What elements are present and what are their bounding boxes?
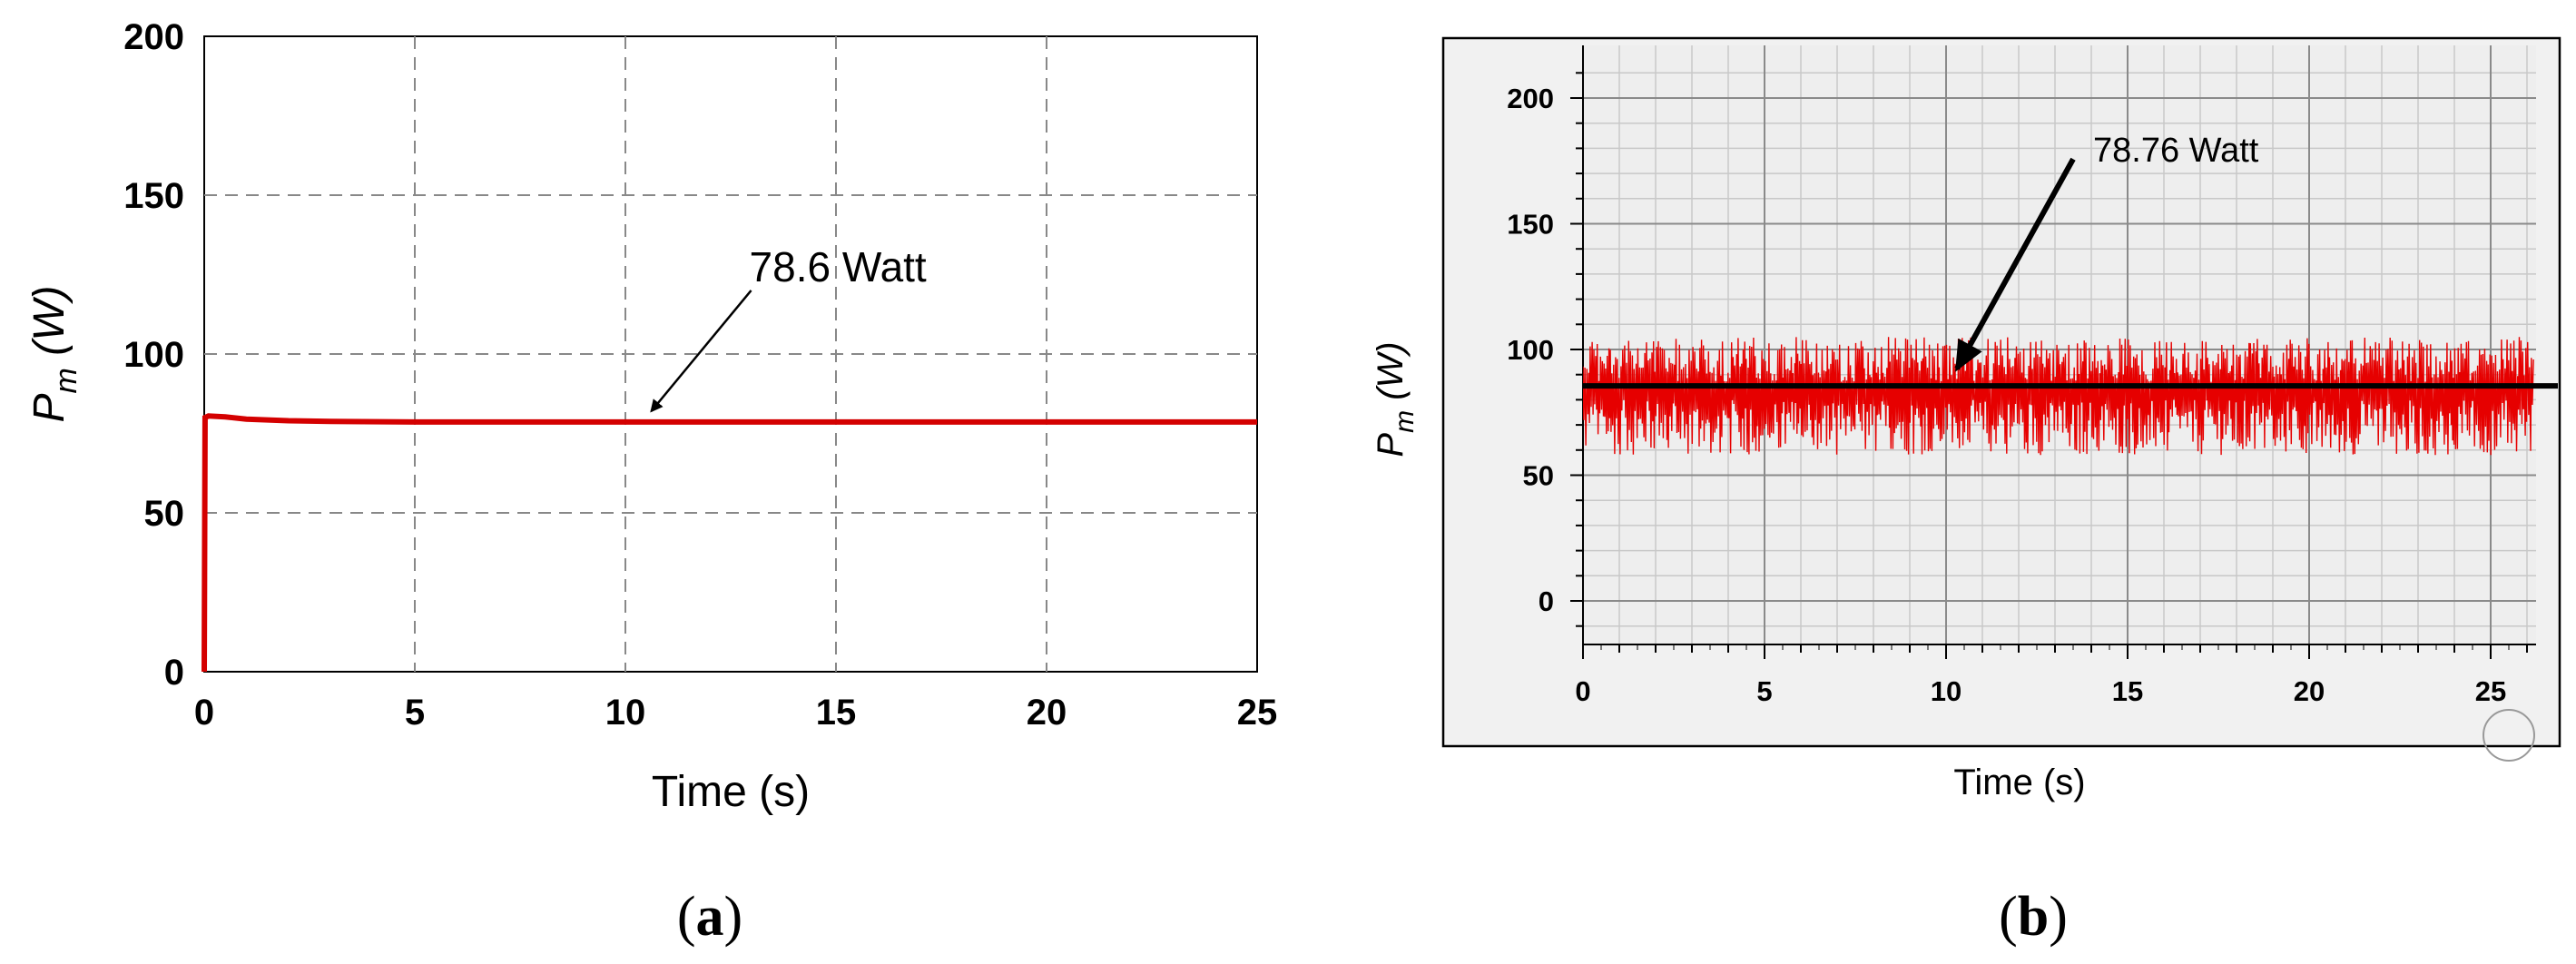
y-tick-label: 150 <box>123 176 184 216</box>
series-line <box>202 413 1257 673</box>
chart-a: 0 5 10 15 20 25 0 50 100 150 200 78.6 Watt Time (s… <box>25 17 1277 948</box>
x-tick-label: 20 <box>1027 693 1067 733</box>
chart-b: 0 5 10 15 20 25 0 50 100 150 200 78.76 Watt Time (… <box>1371 36 2561 948</box>
grid-a <box>204 36 1257 672</box>
y-tick-label: 100 <box>123 335 184 375</box>
annotation-arrow-a <box>650 290 752 413</box>
x-tick-label: 0 <box>1575 675 1590 707</box>
y-tick-label: 0 <box>164 653 184 693</box>
series-noise-line <box>1583 337 2534 456</box>
y-tick-label: 150 <box>1507 209 1554 241</box>
x-tick-label: 15 <box>2112 675 2143 707</box>
y-tick-label: 100 <box>1507 334 1554 366</box>
x-tick-label: 25 <box>1237 693 1278 733</box>
panel-label-a: (a) <box>677 886 742 948</box>
series-b <box>1583 337 2534 456</box>
series-a <box>202 413 1257 673</box>
x-tick-label: 20 <box>2294 675 2325 707</box>
x-tick-label: 5 <box>405 693 425 733</box>
y-tick-label: 0 <box>1539 585 1554 617</box>
x-tick-label: 10 <box>605 693 646 733</box>
x-tick-label: 0 <box>194 693 214 733</box>
x-axis-label-a: Time (s) <box>652 768 810 816</box>
y-tick-label: 50 <box>1523 460 1554 492</box>
x-tick-label: 5 <box>1756 675 1772 707</box>
x-tick-label: 10 <box>1931 675 1961 707</box>
panel-label-b: (b) <box>1999 886 2068 948</box>
y-axis-label-b: Pm (W) <box>1371 341 1420 457</box>
plot-area-b <box>1583 45 2536 644</box>
annotation-text-b: 78.76 Watt <box>2093 132 2259 170</box>
x-axis-label-b: Time (s) <box>1953 762 2085 802</box>
y-axis-label-a: Pm (W) <box>25 286 84 423</box>
ticks-b: 0 5 10 15 20 25 0 50 100 150 200 <box>1507 72 2528 707</box>
x-tick-label: 15 <box>816 693 857 733</box>
y-tick-label: 200 <box>1507 83 1554 114</box>
y-tick-label: 200 <box>123 17 184 57</box>
grid-b <box>1583 45 2536 644</box>
x-tick-label: 25 <box>2475 675 2506 707</box>
annotation-text-a: 78.6 Watt <box>750 243 927 290</box>
annotation-arrow-b <box>1954 157 2076 372</box>
ticks-a: 0 5 10 15 20 25 0 50 100 150 200 <box>123 17 1277 733</box>
corner-circle-b <box>2483 709 2535 762</box>
y-tick-label: 50 <box>144 494 185 534</box>
